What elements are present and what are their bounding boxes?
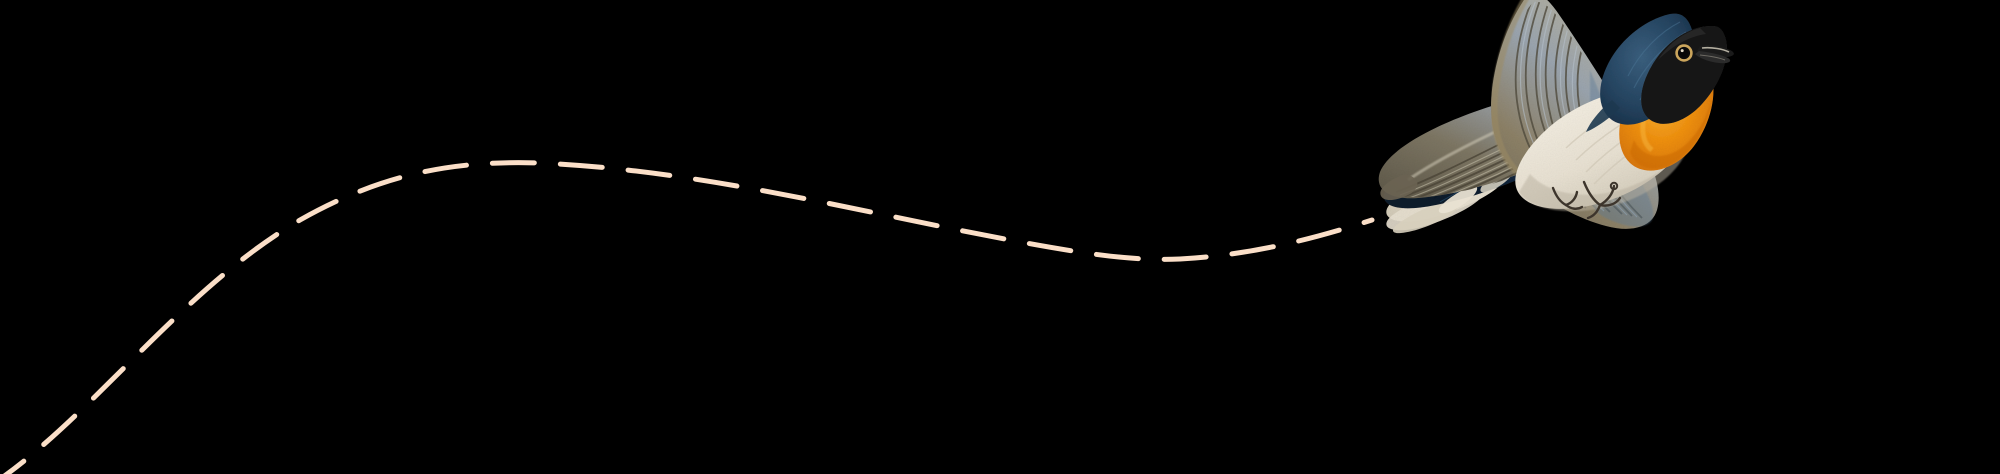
feet [1551, 180, 1622, 220]
dashed-flight-path [2, 160, 1375, 474]
beak [1695, 45, 1734, 64]
eye [1675, 44, 1693, 62]
